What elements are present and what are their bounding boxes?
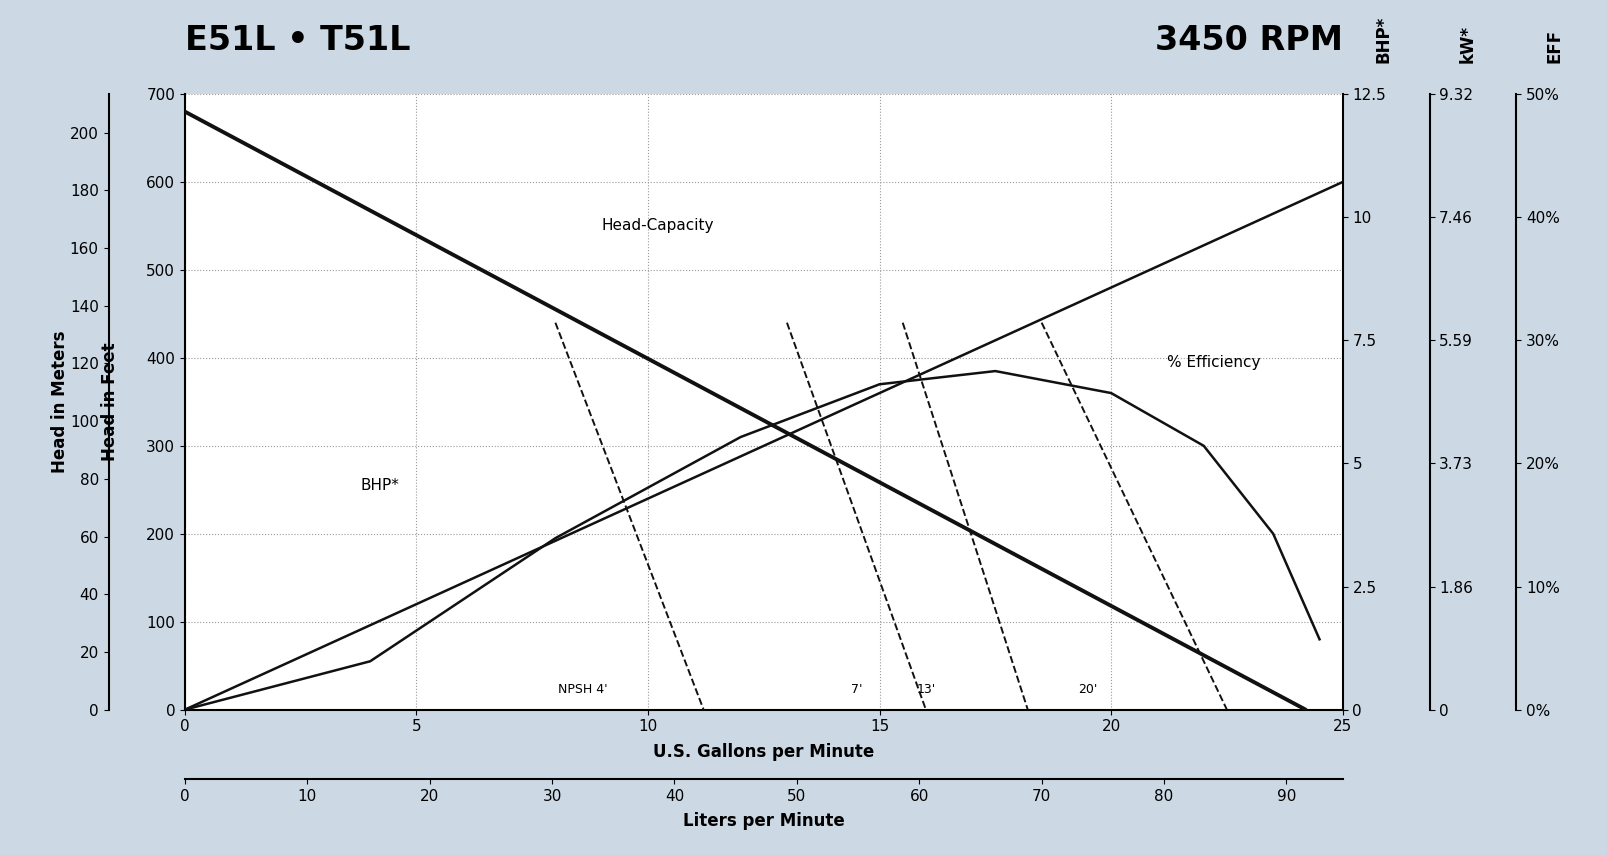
Text: 3450 RPM: 3450 RPM: [1154, 24, 1342, 57]
Text: % Efficiency: % Efficiency: [1167, 355, 1260, 369]
X-axis label: Liters per Minute: Liters per Minute: [683, 812, 844, 830]
Text: 7': 7': [850, 683, 861, 697]
Text: Head in Meters: Head in Meters: [51, 331, 69, 473]
Text: EFF: EFF: [1544, 29, 1562, 63]
Text: 13': 13': [916, 683, 935, 697]
Text: E51L • T51L: E51L • T51L: [185, 24, 410, 57]
Text: kW*: kW*: [1458, 26, 1475, 63]
Text: NPSH 4': NPSH 4': [558, 683, 607, 697]
Text: BHP*: BHP*: [1374, 16, 1392, 63]
Text: 20': 20': [1078, 683, 1098, 697]
Text: Head in Feet: Head in Feet: [101, 343, 119, 461]
X-axis label: U.S. Gallons per Minute: U.S. Gallons per Minute: [652, 743, 874, 761]
Text: Head-Capacity: Head-Capacity: [601, 219, 714, 233]
Text: BHP*: BHP*: [360, 478, 400, 492]
